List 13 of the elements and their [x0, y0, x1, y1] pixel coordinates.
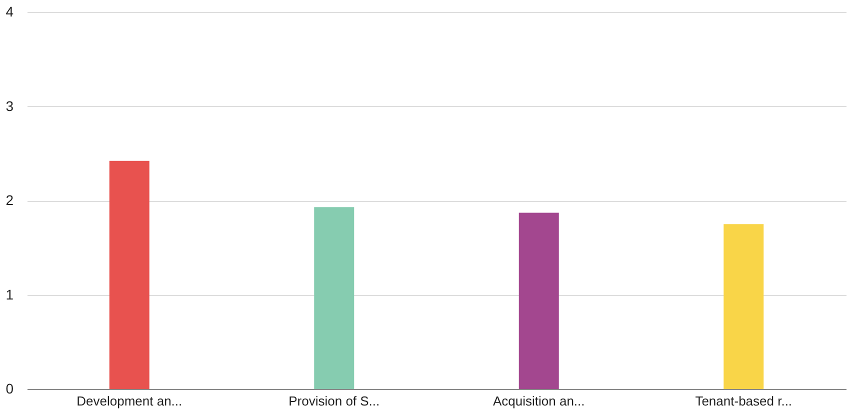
y-tick-label: 4	[6, 4, 14, 20]
bar	[109, 160, 150, 389]
y-tick-label: 1	[6, 286, 14, 302]
y-tick-label: 0	[6, 380, 14, 396]
x-tick-label: Provision of S...	[288, 394, 380, 408]
y-tick-label: 3	[6, 98, 14, 114]
x-tick-label: Acquisition an...	[492, 394, 585, 408]
x-tick-label: Development an...	[76, 394, 182, 408]
bar	[518, 212, 559, 389]
bar	[314, 207, 354, 389]
y-tick-label: 2	[6, 192, 14, 208]
x-tick-label: Tenant-based r...	[695, 394, 792, 408]
bar	[724, 224, 764, 389]
